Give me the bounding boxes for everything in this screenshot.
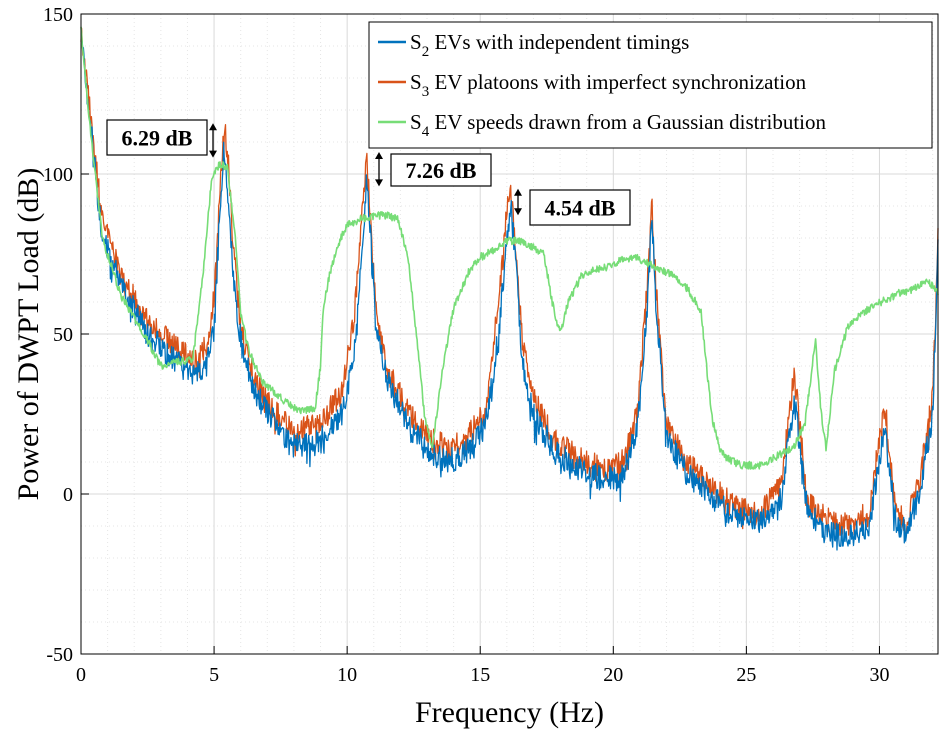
x-tick-label: 30 xyxy=(869,664,889,686)
x-axis-label: Frequency (Hz) xyxy=(415,696,604,729)
legend-label: S2 EVs with independent timings xyxy=(410,30,689,60)
x-tick-label: 20 xyxy=(603,664,623,686)
annotation-box xyxy=(390,153,492,187)
x-tick-label: 15 xyxy=(470,664,490,686)
y-tick-label: 100 xyxy=(43,164,73,186)
legend-label: S4 EV speeds drawn from a Gaussian distr… xyxy=(410,110,826,140)
y-tick-label: -50 xyxy=(46,644,73,666)
annotation-arrow-head xyxy=(514,208,522,216)
series-line-s2 xyxy=(80,37,939,551)
annotation-arrow-head xyxy=(209,123,217,131)
x-tick-label: 25 xyxy=(736,664,756,686)
annotation-label: 6.29 dB xyxy=(122,126,193,151)
annotation-box xyxy=(106,119,208,156)
x-tick-label: 5 xyxy=(209,664,219,686)
y-tick-label: 50 xyxy=(53,324,73,346)
annotation-box xyxy=(529,189,631,226)
legend: S2 EVs with independent timings S3 EV pla… xyxy=(368,21,933,149)
y-tick-label: 150 xyxy=(43,4,73,26)
series-line-s4 xyxy=(80,26,939,470)
series-group xyxy=(80,26,939,551)
legend-box xyxy=(368,21,933,149)
x-tick-label: 10 xyxy=(337,664,357,686)
annotation-arrow-head xyxy=(375,179,383,187)
annotations: 6.29 dB 7.26 dB 4.54 dB xyxy=(106,119,631,226)
annotation-arrow-head xyxy=(209,150,217,158)
y-tick-label: 0 xyxy=(63,484,73,506)
annotation-label: 7.26 dB xyxy=(406,158,477,183)
annotation-label: 4.54 dB xyxy=(545,196,616,221)
x-tick-label: 0 xyxy=(76,664,86,686)
annotation-arrow-head xyxy=(375,152,383,159)
annotation-arrow-head xyxy=(514,188,522,196)
y-axis-label: Power of DWPT Load (dB) xyxy=(12,168,45,501)
legend-label: S3 EV platoons with imperfect synchroniz… xyxy=(410,70,807,100)
